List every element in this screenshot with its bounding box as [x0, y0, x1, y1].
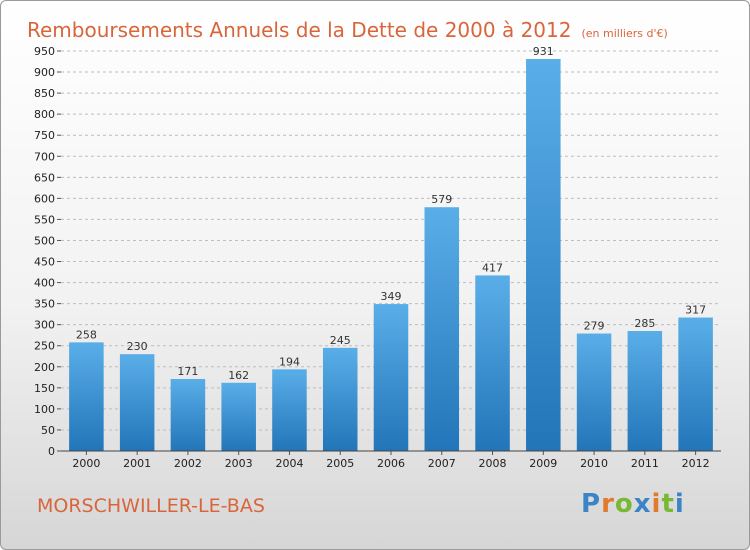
y-tick-label: 50 — [41, 424, 55, 437]
bar-value-label: 171 — [177, 365, 198, 378]
logo-letter: o — [614, 489, 634, 519]
bar-value-label: 931 — [533, 45, 554, 58]
bar — [322, 347, 358, 451]
bar — [170, 379, 206, 451]
x-tick-label: 2003 — [225, 457, 253, 470]
y-tick-label: 200 — [34, 361, 55, 374]
x-tick-label: 2005 — [326, 457, 354, 470]
y-tick-label: 850 — [34, 87, 55, 100]
bars: 258 230 171 162 194 245 349 579 417 931 279 285 317 — [69, 45, 713, 451]
bar-value-label: 258 — [76, 328, 97, 341]
x-tick-label: 2001 — [123, 457, 151, 470]
bar — [678, 317, 713, 451]
bar-value-label: 230 — [127, 340, 148, 353]
x-tick-label: 2002 — [174, 457, 202, 470]
chart-unit: (en milliers d'€) — [581, 27, 668, 40]
bar — [221, 382, 256, 451]
bar — [627, 331, 663, 451]
x-tick-label: 2000 — [72, 457, 100, 470]
bar-value-label: 279 — [584, 320, 605, 333]
y-tick-label: 100 — [34, 403, 55, 416]
chart-title-text: Remboursements Annuels de la Dette de 20… — [27, 18, 572, 42]
y-tick-label: 500 — [34, 234, 55, 247]
x-tick-label: 2009 — [529, 457, 557, 470]
y-tick-label: 600 — [34, 192, 55, 205]
y-tick-label: 550 — [34, 213, 55, 226]
y-tick-label: 150 — [34, 382, 55, 395]
x-tick-label: 2007 — [428, 457, 456, 470]
logo-letter: i — [674, 489, 685, 519]
bar-value-label: 317 — [685, 304, 706, 317]
y-tick-label: 700 — [34, 150, 55, 163]
chart-title: Remboursements Annuels de la Dette de 20… — [27, 7, 668, 45]
y-tick-label: 900 — [34, 66, 55, 79]
bar-value-label: 285 — [634, 317, 655, 330]
y-tick-label: 350 — [34, 298, 55, 311]
y-tick-label: 650 — [34, 171, 55, 184]
x-tick-label: 2012 — [682, 457, 710, 470]
bar-value-label: 579 — [431, 193, 452, 206]
bar — [526, 59, 561, 451]
y-tick-label: 250 — [34, 340, 55, 353]
y-tick-label: 300 — [34, 319, 55, 332]
proxiti-logo: Proxiti — [581, 489, 685, 519]
bar — [576, 333, 612, 451]
commune-name: MORSCHWILLER-LE-BAS — [37, 495, 265, 517]
y-tick-label: 450 — [34, 256, 55, 269]
logo-letter: x — [633, 489, 652, 519]
x-axis-ticks: 2000 2001 2002 2003 2004 2005 2006 2007 2008 2009… — [72, 451, 710, 470]
y-tick-label: 400 — [34, 277, 55, 290]
x-tick-label: 2004 — [275, 457, 303, 470]
y-tick-label: 950 — [34, 45, 55, 58]
y-axis-ticks: 0 50 100 150 200 250 300 350 400 450 500 550 600 650 7… — [34, 45, 61, 458]
y-tick-label: 0 — [48, 445, 55, 458]
logo-letter: i — [651, 489, 662, 519]
x-tick-label: 2006 — [377, 457, 405, 470]
x-tick-label: 2008 — [479, 457, 507, 470]
x-tick-label: 2011 — [631, 457, 659, 470]
bar-value-label: 162 — [228, 369, 249, 382]
bar-value-label: 417 — [482, 261, 503, 274]
x-tick-label: 2010 — [580, 457, 608, 470]
bar — [69, 342, 104, 451]
logo-letter: P — [581, 489, 602, 519]
bar — [119, 354, 155, 451]
y-tick-label: 800 — [34, 108, 55, 121]
logo-letter: r — [601, 489, 615, 519]
bar-value-label: 194 — [279, 355, 300, 368]
bar — [475, 275, 510, 451]
logo-letter: t — [661, 489, 675, 519]
bar-value-label: 349 — [381, 290, 402, 303]
bar — [272, 369, 307, 451]
bar-value-label: 245 — [330, 334, 351, 347]
bar — [424, 207, 460, 451]
bar — [373, 304, 409, 451]
y-tick-label: 750 — [34, 129, 55, 142]
